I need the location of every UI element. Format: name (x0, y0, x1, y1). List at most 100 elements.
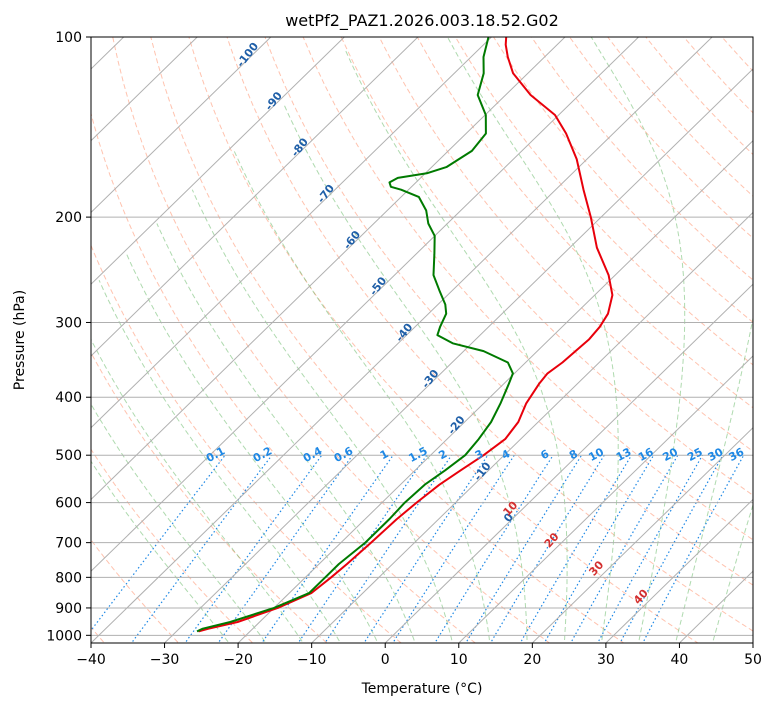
dry-adiabat-label: -30 (419, 367, 442, 391)
isotherm (678, 570, 753, 643)
dry-adiabat-label: -100 (234, 40, 261, 70)
mixing-ratio-line (489, 454, 605, 643)
dry-adiabat-label: -70 (315, 182, 338, 206)
moist-adiabat (191, 189, 454, 643)
dry-adiabat (416, 37, 753, 409)
dry-adiabat-label: -10 (471, 459, 494, 483)
y-tick-label: 400 (55, 390, 82, 406)
mixing-ratio-label: 0.4 (301, 444, 325, 465)
y-axis-title: Pressure (hPa) (12, 290, 28, 390)
dry-adiabat-label: -50 (367, 274, 390, 298)
moist-adiabat-label: 30 (586, 558, 606, 578)
x-tick-label: 40 (671, 652, 689, 668)
dry-adiabat (112, 37, 551, 643)
dry-adiabat-label: -40 (393, 320, 416, 344)
isotherms (91, 37, 753, 643)
moist-adiabat (711, 503, 753, 643)
x-tick-label: −30 (150, 652, 180, 668)
dry-adiabat (302, 37, 753, 541)
isotherm (91, 37, 419, 357)
x-tick-label: −20 (223, 652, 253, 668)
isotherm (91, 37, 713, 643)
dry-adiabat (531, 37, 753, 281)
isobars (91, 37, 753, 636)
isotherm (91, 37, 566, 501)
dry-adiabat (493, 37, 753, 323)
x-tick-label: 20 (523, 652, 541, 668)
moist-adiabat (91, 403, 267, 643)
x-tick-label: 0 (381, 652, 390, 668)
mixing-ratio-label: 25 (685, 445, 705, 464)
mixing-ratio-line (597, 454, 704, 643)
y-tick-label: 300 (55, 315, 82, 331)
dry-adiabat (264, 37, 753, 586)
moist-adiabat (156, 223, 416, 643)
y-tick-label: 500 (55, 448, 82, 464)
isotherm (384, 283, 753, 643)
dry-adiabat (91, 539, 180, 643)
mixing-ratio-label: 0.2 (251, 444, 274, 465)
moist-adiabat (91, 338, 304, 643)
x-tick-label: 30 (597, 652, 615, 668)
dry-adiabat (340, 37, 753, 496)
dry-adiabat (760, 37, 775, 648)
x-tick-label: −40 (76, 652, 106, 668)
moist-adiabat (674, 315, 753, 643)
mixing-ratio-line (130, 454, 273, 643)
dry-adiabat (91, 351, 328, 643)
mixing-ratio-label: 13 (614, 445, 634, 464)
x-tick-label: 10 (450, 652, 468, 668)
moist-adiabat (590, 37, 686, 643)
line-labels: 0.1 0.2 0.4 0.6 1 1.5 2 3 4 6 8 10 13 16 20 25 30 36-100-… (204, 40, 747, 607)
y-tick-label: 600 (55, 496, 82, 512)
dry-adiabat (91, 111, 477, 643)
mixing-ratio-label: 10 (586, 445, 606, 464)
dry-adiabat (683, 37, 753, 114)
moist-adiabat (98, 279, 342, 643)
mixing-ratio-line (392, 454, 515, 643)
profiles (196, 37, 614, 633)
mixing-ratio-line (619, 454, 724, 643)
dry-adiabat-label: -80 (289, 135, 312, 159)
mixing-ratio-label: 6 (538, 447, 551, 462)
mixing-ratio-line (261, 454, 394, 643)
isotherm (310, 211, 753, 643)
mixing-ratio-label: 36 (727, 445, 747, 464)
y-axis: 1000 900 800 700 600 500 400 300 200 100 (46, 30, 91, 644)
mixing-ratio-label: 20 (660, 445, 680, 464)
dry-adiabat (454, 37, 753, 366)
mixing-ratio-line (642, 454, 745, 643)
mixing-ratio-line (465, 454, 583, 643)
x-tick-label: 50 (744, 652, 762, 668)
y-tick-label: 700 (55, 536, 82, 552)
mixing-ratio-label: 0.6 (332, 444, 356, 465)
moist-adiabat-label: 20 (542, 530, 562, 550)
moist-adiabat (233, 150, 491, 643)
isotherm (605, 498, 753, 643)
isotherm (91, 37, 640, 572)
dry-adiabat (188, 37, 699, 643)
y-tick-label: 200 (55, 210, 82, 226)
isotherm (531, 427, 753, 643)
y-tick-label: 800 (55, 570, 82, 586)
isotherm (752, 642, 753, 643)
dry-adiabat-label: -20 (445, 413, 468, 437)
dewpoint-line (196, 37, 514, 633)
x-axis-title: Temperature (°C) (361, 681, 483, 697)
mixing-ratio-line (297, 454, 428, 643)
mixing-ratio-label: 1 (378, 447, 391, 462)
mixing-ratio-line (324, 454, 453, 643)
reference-lines (91, 37, 775, 648)
mixing-ratio-line (363, 454, 489, 643)
y-tick-label: 900 (55, 601, 82, 617)
isotherm (91, 37, 346, 285)
isotherm (91, 37, 272, 214)
moist-adiabat (125, 253, 379, 643)
mixing-ratio-label: 0.1 (204, 444, 227, 465)
mixing-ratio-line (434, 454, 554, 643)
isotherm (91, 37, 198, 142)
dry-adiabat-label: -60 (341, 228, 364, 252)
moist-adiabat (446, 37, 619, 643)
chart-title: wetPf2_PAZ1.2026.003.18.52.G02 (285, 11, 559, 31)
